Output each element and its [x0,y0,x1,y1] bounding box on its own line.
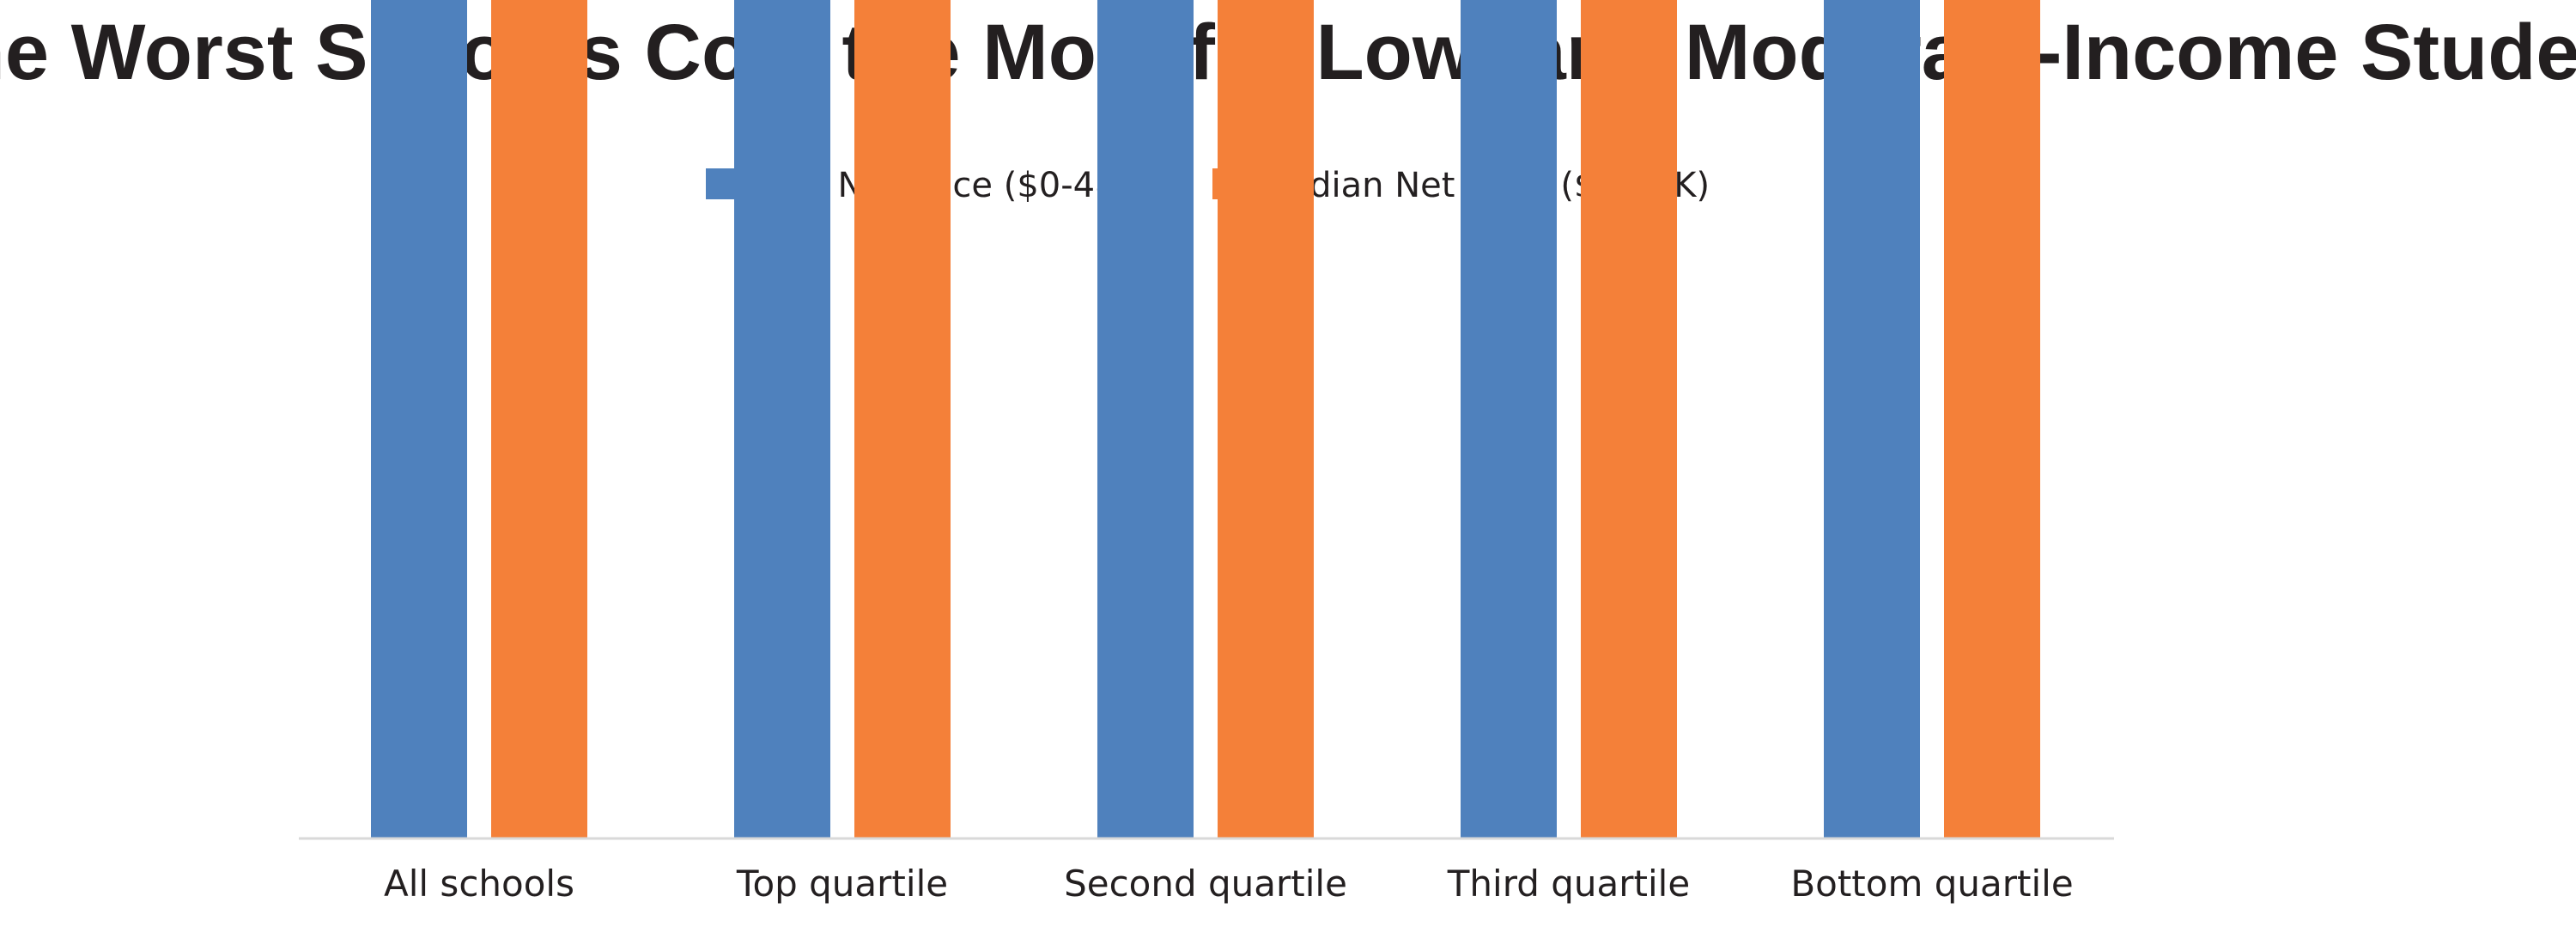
legend-swatch-avg-net-price [706,168,737,199]
category-label-3: Third quartile [1447,863,1690,905]
bar-avg-4 [1824,0,1920,838]
bar-avg-3 [1461,0,1557,838]
bar-median-1 [854,0,951,838]
category-label-2: Second quartile [1064,863,1347,905]
bar-median-2 [1218,0,1314,838]
bars [371,0,2040,838]
bar-avg-0 [371,0,467,838]
category-labels: All schools Top quartile Second quartile Th… [384,863,2074,905]
bar-median-0 [491,0,587,838]
category-label-4: Bottom quartile [1790,863,2073,905]
bar-avg-2 [1097,0,1194,838]
bar-avg-1 [734,0,830,838]
bar-median-4 [1944,0,2040,838]
category-label-0: All schools [384,863,574,905]
bar-median-3 [1581,0,1677,838]
category-label-1: Top quartile [736,863,948,905]
